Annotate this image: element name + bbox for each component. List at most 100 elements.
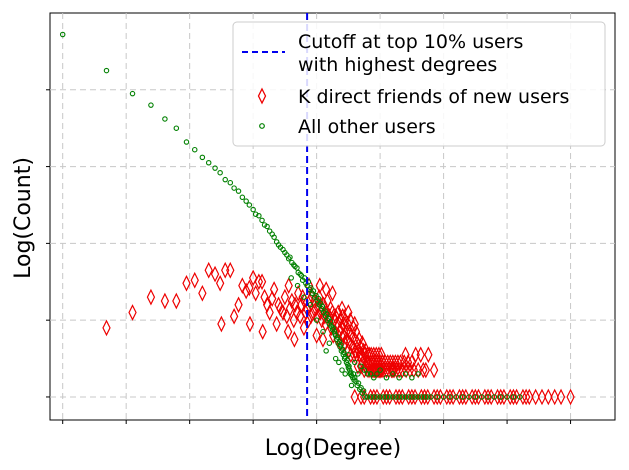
- friends-point: [204, 261, 213, 279]
- friends-point: [521, 388, 531, 406]
- others-point: [428, 394, 434, 400]
- axis-ticks: [46, 89, 572, 424]
- friends-point: [160, 292, 170, 310]
- friends-point: [313, 307, 322, 325]
- series-layer: [59, 31, 575, 406]
- friends-point: [537, 388, 547, 406]
- others-point: [364, 371, 371, 377]
- friends-point: [483, 388, 493, 406]
- others-point: [313, 317, 320, 323]
- others-point: [227, 179, 234, 186]
- legend-cutoff-label-line1: Cutoff at top 10% users: [298, 31, 523, 53]
- friends-point: [334, 304, 343, 321]
- friends-point: [217, 315, 226, 333]
- friends-point: [146, 288, 156, 306]
- others-point: [148, 102, 154, 108]
- others-point: [367, 394, 374, 400]
- x-axis-label: Log(Degree): [265, 436, 402, 461]
- friends-point: [290, 296, 300, 314]
- friends-point: [245, 315, 255, 333]
- others-point: [466, 394, 472, 400]
- others-point: [399, 394, 406, 400]
- others-point: [440, 394, 447, 400]
- grid-lines: [50, 13, 615, 420]
- others-point: [342, 371, 348, 377]
- others-point: [374, 371, 380, 377]
- friends-point: [257, 273, 267, 291]
- friends-point: [241, 282, 251, 300]
- friends-point: [215, 274, 225, 292]
- others-point: [434, 394, 440, 400]
- others-point: [239, 194, 246, 201]
- friends-point: [315, 277, 324, 294]
- others-point: [205, 159, 212, 166]
- others-point: [447, 394, 453, 400]
- others-point: [323, 348, 329, 354]
- others-point: [339, 346, 346, 353]
- others-point: [310, 288, 317, 294]
- others-point: [485, 394, 491, 400]
- friends-point: [337, 300, 347, 317]
- others-point: [377, 394, 383, 400]
- others-point: [517, 394, 523, 400]
- friends-point: [550, 388, 559, 406]
- others-point: [421, 394, 428, 400]
- others-point: [324, 311, 330, 317]
- friends-point: [245, 279, 254, 297]
- friends-point: [229, 307, 239, 325]
- others-point: [371, 375, 377, 381]
- others-point: [383, 375, 390, 381]
- others-point: [383, 394, 390, 400]
- others-point: [243, 198, 249, 204]
- others-point: [386, 394, 393, 400]
- others-point: [271, 234, 277, 240]
- others-point: [191, 146, 198, 153]
- others-point: [301, 294, 307, 300]
- others-point: [362, 394, 368, 400]
- others-point: [217, 169, 223, 176]
- others-point: [409, 375, 415, 381]
- legend: Cutoff at top 10% users with highest deg…: [232, 21, 606, 147]
- friends-point: [304, 311, 313, 329]
- others-point: [380, 394, 387, 400]
- friends-point: [429, 361, 439, 379]
- others-point: [497, 394, 504, 400]
- friends-point: [265, 304, 274, 321]
- friends-point: [344, 304, 353, 321]
- others-point: [393, 394, 399, 400]
- friends-point: [278, 304, 288, 321]
- friends-point: [556, 388, 566, 406]
- friends-point: [254, 273, 264, 291]
- others-point: [459, 394, 466, 400]
- others-point: [390, 394, 396, 400]
- friends-point: [290, 331, 299, 348]
- friends-point: [306, 307, 316, 325]
- others-point: [212, 165, 218, 171]
- others-point: [402, 394, 409, 400]
- others-point: [336, 359, 342, 366]
- others-point: [491, 394, 498, 400]
- others-point: [173, 125, 180, 131]
- friends-point: [248, 269, 258, 287]
- others-point: [390, 371, 396, 377]
- friends-point: [388, 361, 397, 379]
- y-axis-label: Log(Count): [11, 157, 36, 279]
- friends-point: [331, 307, 340, 325]
- legend-circle-swatch: [259, 123, 265, 129]
- legend-others-label: All other users: [298, 116, 436, 138]
- others-point: [250, 206, 256, 213]
- friends-point: [284, 277, 293, 294]
- others-point: [402, 371, 409, 377]
- others-point: [294, 282, 301, 289]
- others-point: [377, 367, 383, 373]
- friends-point: [182, 274, 191, 292]
- others-point: [409, 394, 415, 400]
- others-point: [338, 341, 344, 348]
- others-point: [231, 185, 237, 191]
- friends-point: [258, 323, 267, 341]
- others-point: [345, 351, 352, 358]
- friends-point: [419, 361, 428, 379]
- others-point: [235, 188, 242, 194]
- legend-cutoff-label: Cutoff at top 10% users with highest deg…: [298, 31, 529, 76]
